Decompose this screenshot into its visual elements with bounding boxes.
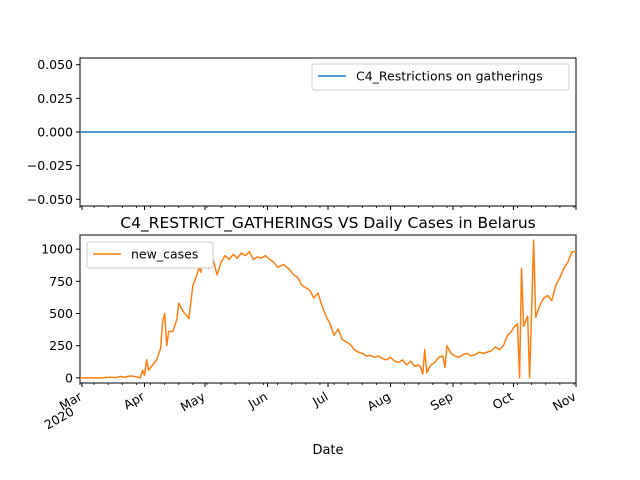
bottom-x-tick-label: Apr	[121, 388, 148, 412]
series-line-new-cases	[80, 239, 576, 379]
bottom-x-tick-label: Sep	[428, 389, 456, 414]
bottom-y-tick-label: 0	[65, 370, 73, 385]
top-y-tick-label: 0.025	[37, 91, 73, 106]
top-y-tick-label: 0.050	[37, 57, 73, 72]
top-y-axis: 0.050 0.025 0.000 −0.025 −0.050	[27, 57, 80, 207]
bottom-y-tick-label: 750	[49, 274, 73, 289]
top-legend-label: C4_Restrictions on gatherings	[356, 69, 543, 84]
bottom-y-tick-label: 500	[49, 306, 73, 321]
bottom-x-tick-label: Jun	[245, 389, 270, 412]
top-legend-box	[311, 63, 570, 91]
top-legend: C4_Restrictions on gatherings	[311, 63, 570, 91]
bottom-y-tick-label: 1000	[41, 242, 73, 257]
bottom-panel: C4_RESTRICT_GATHERINGS VS Daily Cases in…	[41, 214, 579, 458]
bottom-legend-label: new_cases	[131, 247, 198, 262]
bottom-y-tick-label: 250	[49, 338, 73, 353]
top-y-tick-label: −0.050	[27, 192, 73, 207]
bottom-x-tick-label: Jul	[309, 389, 330, 410]
bottom-x-tick-label: Nov	[550, 388, 579, 413]
bottom-x-tick-sublabel: 2020	[41, 404, 76, 433]
top-x-axis	[79, 206, 577, 210]
bottom-x-tick-label: May	[178, 388, 208, 414]
top-panel: 0.050 0.025 0.000 −0.025 −0.050 C4_Restricti…	[27, 57, 577, 210]
bottom-legend: new_cases	[86, 241, 214, 269]
bottom-legend-box	[86, 241, 214, 269]
top-y-tick-label: 0.000	[37, 125, 73, 140]
bottom-x-tick-label: Oct	[490, 389, 516, 413]
top-y-tick-label: −0.025	[27, 158, 73, 173]
bottom-x-tick-label: Aug	[364, 389, 393, 414]
bottom-series	[80, 239, 576, 379]
x-axis-label: Date	[312, 443, 343, 458]
chart-title: C4_RESTRICT_GATHERINGS VS Daily Cases in…	[120, 214, 535, 233]
bottom-y-axis: 0 250 500 750 1000	[41, 242, 80, 385]
